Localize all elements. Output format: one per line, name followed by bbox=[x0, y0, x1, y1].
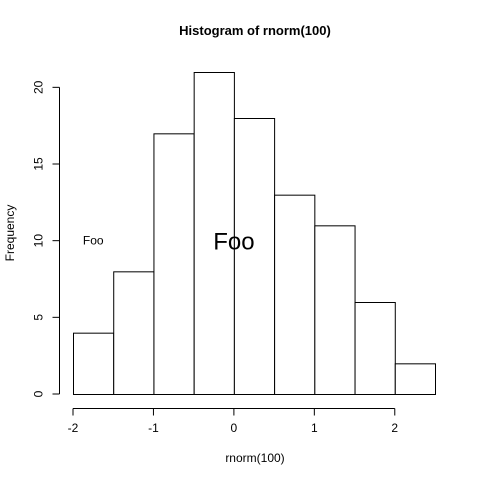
histogram-bar bbox=[354, 302, 396, 395]
histogram-bar bbox=[193, 72, 235, 395]
histogram-bar bbox=[113, 271, 155, 396]
chart-title: Histogram of rnorm(100) bbox=[179, 23, 331, 38]
y-tick-label: 20 bbox=[32, 80, 46, 94]
histogram-bar bbox=[153, 133, 195, 395]
histogram-bar bbox=[394, 363, 436, 396]
histogram-bar bbox=[274, 194, 316, 395]
x-tick-label: -1 bbox=[148, 421, 159, 435]
y-axis-label: Frequency bbox=[3, 205, 17, 262]
x-tick-label: -2 bbox=[68, 421, 79, 435]
annotation-text: Foo bbox=[83, 234, 104, 248]
histogram-bar bbox=[314, 225, 356, 395]
y-tick-label: 5 bbox=[32, 314, 46, 321]
bars-group bbox=[73, 72, 436, 396]
x-tick-label: 1 bbox=[311, 421, 318, 435]
y-tick-label: 10 bbox=[32, 234, 46, 248]
x-axis: -2 -1 0 1 2 bbox=[68, 408, 398, 435]
annotation-text: Foo bbox=[213, 229, 254, 256]
x-tick-label: 2 bbox=[391, 421, 398, 435]
x-tick-label: 0 bbox=[231, 421, 238, 435]
y-tick-label: 15 bbox=[32, 157, 46, 171]
y-axis: 0 5 10 15 20 bbox=[32, 80, 60, 397]
histogram-bar bbox=[233, 118, 276, 395]
annotations-group: Foo Foo bbox=[83, 229, 255, 256]
histogram-bar bbox=[73, 332, 115, 395]
y-tick-label: 0 bbox=[32, 390, 46, 397]
x-axis-label: rnorm(100) bbox=[225, 451, 284, 465]
